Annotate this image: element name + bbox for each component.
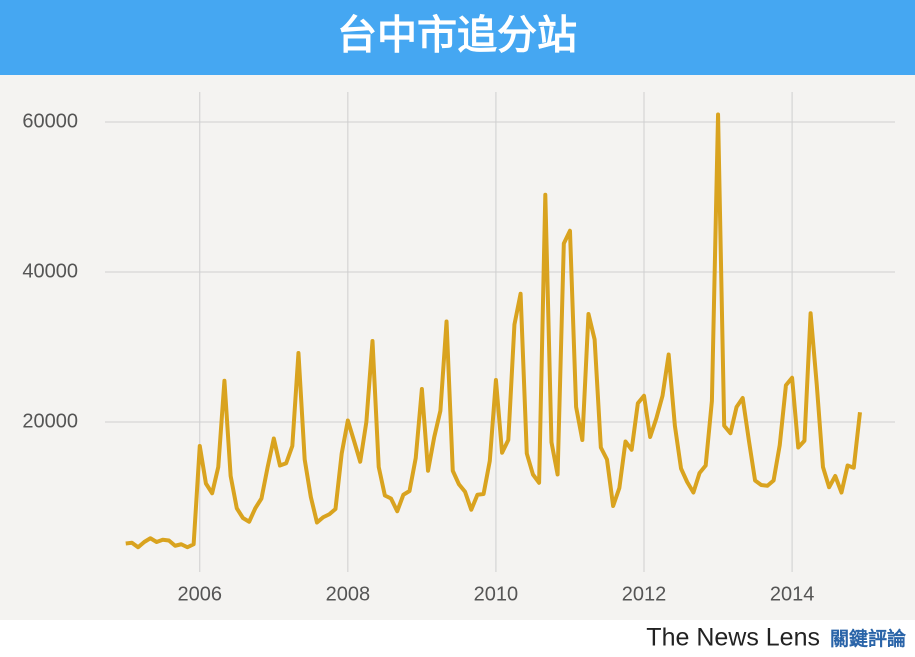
x-tick-label: 2008 — [326, 583, 371, 605]
x-tick-label: 2014 — [770, 583, 815, 605]
brand: The News Lens — [646, 624, 820, 652]
x-tick-label: 2012 — [622, 583, 667, 605]
y-tick-label: 40000 — [22, 260, 78, 282]
chart-title: 台中市追分站 — [337, 14, 577, 58]
header-bar — [0, 0, 915, 75]
data-line — [125, 112, 862, 550]
x-tick-label: 2010 — [474, 583, 519, 605]
y-tick-label: 60000 — [22, 110, 78, 132]
y-tick-label: 20000 — [22, 410, 78, 432]
footer-bar — [0, 620, 915, 657]
x-tick-label: 2006 — [178, 583, 223, 605]
brand-zh: 關鍵評論 — [830, 627, 907, 650]
plot-background — [0, 75, 915, 620]
